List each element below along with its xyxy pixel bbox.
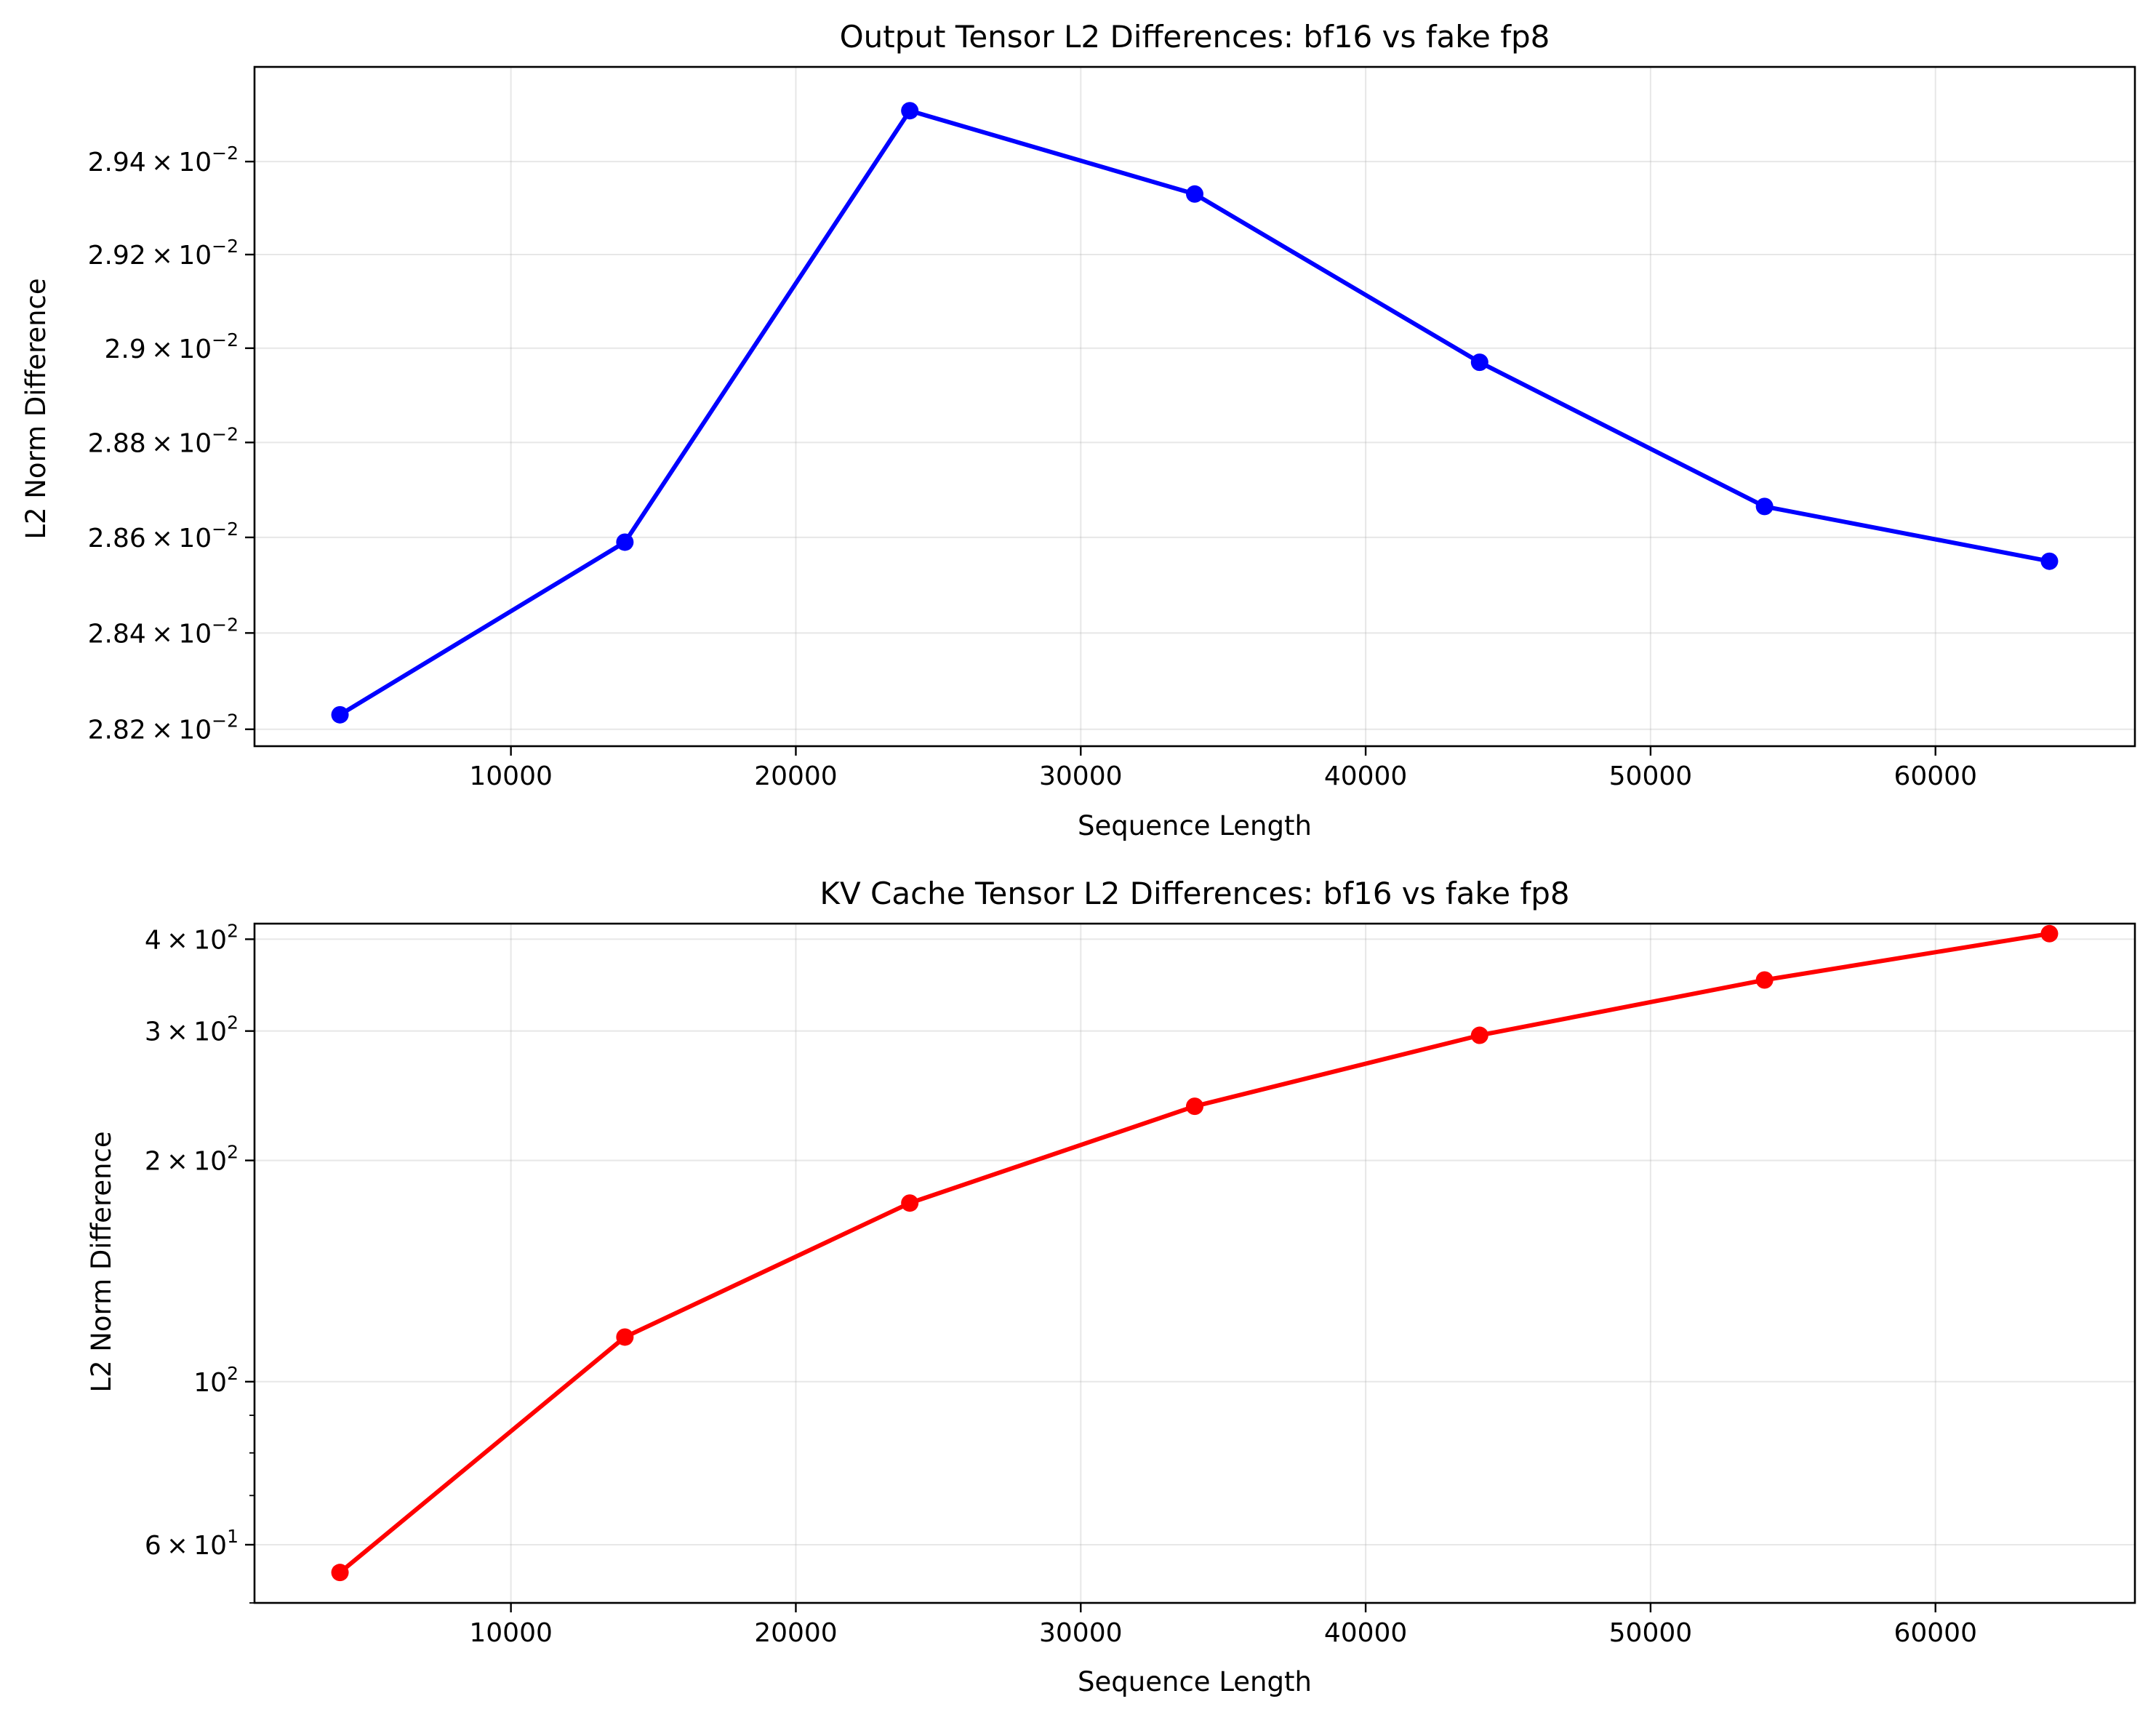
x-tick-label: 30000 bbox=[1039, 1618, 1123, 1648]
data-point bbox=[616, 533, 634, 551]
x-tick-label: 50000 bbox=[1609, 761, 1693, 791]
data-point bbox=[1470, 353, 1488, 372]
y-axis-label: L2 Norm Difference bbox=[86, 1131, 117, 1392]
y-tick-label: 3 × 102 bbox=[145, 1012, 239, 1047]
axis-ticks: 10000 20000 30000 40000 50000 60000 2.82 × 10−… bbox=[88, 143, 1977, 791]
data-point bbox=[1186, 185, 1203, 203]
y-tick-label: 6 × 101 bbox=[145, 1526, 239, 1561]
x-tick-label: 20000 bbox=[754, 1618, 838, 1648]
y-tick-label: 2.88 × 10−2 bbox=[88, 423, 239, 458]
x-tick-label: 10000 bbox=[469, 1618, 553, 1648]
grid bbox=[255, 67, 2135, 746]
data-point bbox=[331, 705, 349, 724]
y-tick-label: 102 bbox=[193, 1363, 239, 1398]
x-tick-label: 40000 bbox=[1324, 761, 1408, 791]
plot-area bbox=[253, 65, 2136, 748]
x-tick-label: 60000 bbox=[1893, 761, 1977, 791]
axis-ticks: 10000 20000 30000 40000 50000 60000 6 × 101 102… bbox=[145, 920, 1977, 1648]
data-point bbox=[901, 1194, 919, 1212]
chart-title: Output Tensor L2 Differences: bf16 vs fa… bbox=[840, 19, 1550, 55]
data-point bbox=[1186, 1097, 1203, 1116]
kv-cache-tensor-chart: KV Cache Tensor L2 Differences: bf16 vs … bbox=[86, 876, 2136, 1697]
y-tick-label: 2.92 × 10−2 bbox=[88, 236, 239, 271]
y-tick-label: 2.82 × 10−2 bbox=[88, 711, 239, 745]
data-point bbox=[2040, 552, 2059, 570]
x-tick-label: 10000 bbox=[469, 761, 553, 791]
y-tick-label: 2.86 × 10−2 bbox=[88, 519, 239, 553]
y-tick-label: 2.94 × 10−2 bbox=[88, 143, 239, 177]
x-axis-label: Sequence Length bbox=[1078, 810, 1312, 841]
data-point bbox=[901, 102, 919, 120]
data-point bbox=[1755, 497, 1774, 516]
x-tick-label: 20000 bbox=[754, 761, 838, 791]
data-point bbox=[1470, 1026, 1488, 1044]
data-point bbox=[2040, 924, 2059, 943]
data-point bbox=[616, 1328, 634, 1346]
y-tick-label: 2.9 × 10−2 bbox=[105, 329, 239, 364]
y-tick-label: 2 × 102 bbox=[145, 1142, 239, 1177]
x-tick-label: 30000 bbox=[1039, 761, 1123, 791]
x-axis-label: Sequence Length bbox=[1078, 1666, 1312, 1697]
x-tick-label: 50000 bbox=[1609, 1618, 1693, 1648]
output-tensor-chart: Output Tensor L2 Differences: bf16 vs fa… bbox=[20, 19, 2136, 841]
data-series bbox=[331, 102, 2059, 724]
data-series bbox=[331, 924, 2059, 1582]
grid bbox=[255, 924, 2135, 1603]
x-tick-label: 40000 bbox=[1324, 1618, 1408, 1648]
y-tick-label: 2.84 × 10−2 bbox=[88, 614, 239, 649]
y-axis-label: L2 Norm Difference bbox=[20, 278, 52, 539]
x-tick-label: 60000 bbox=[1893, 1618, 1977, 1648]
data-point bbox=[1755, 971, 1774, 989]
data-point bbox=[331, 1564, 349, 1582]
plot-area bbox=[253, 922, 2136, 1604]
y-tick-label: 4 × 102 bbox=[145, 920, 239, 955]
chart-title: KV Cache Tensor L2 Differences: bf16 vs … bbox=[819, 876, 1569, 911]
